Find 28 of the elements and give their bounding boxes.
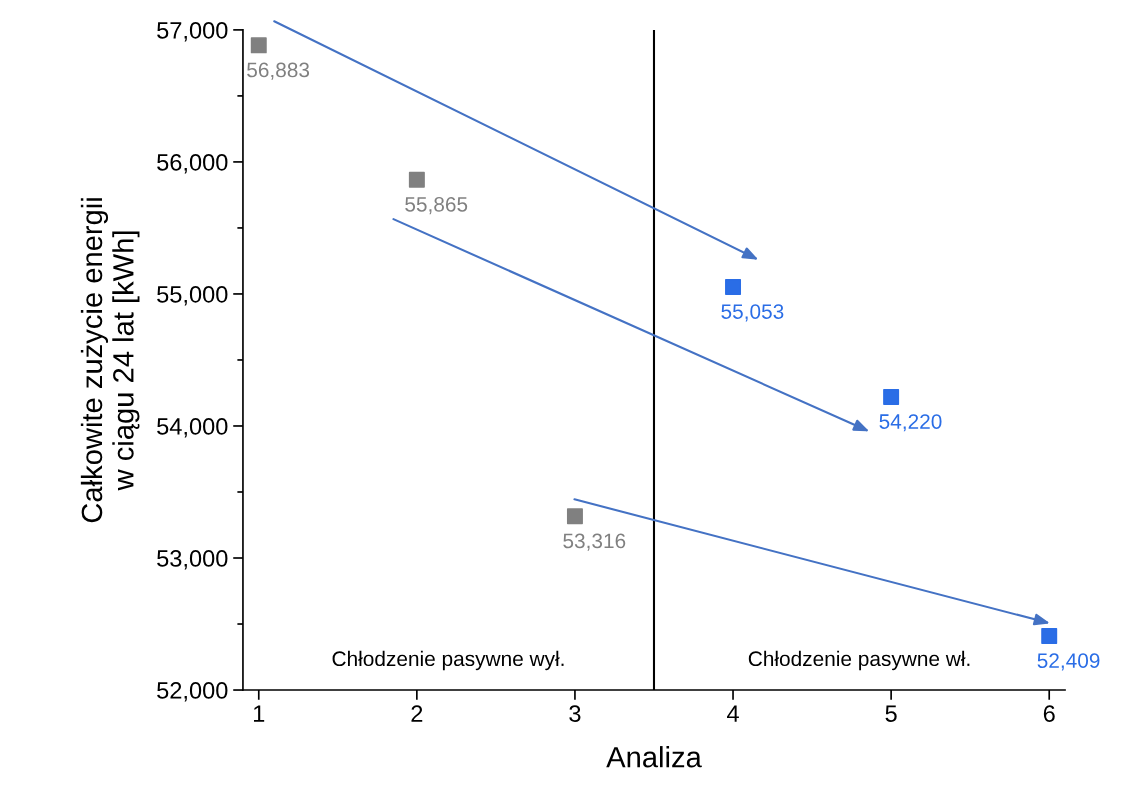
data-label: 53,316 — [563, 533, 626, 551]
y-tick-label: 57,000 — [157, 21, 228, 42]
data-label: 54,220 — [879, 414, 942, 432]
x-tick-label: 5 — [885, 705, 897, 722]
x-tick-label: 1 — [253, 705, 265, 722]
point — [566, 508, 583, 525]
y-tick-label: 53,000 — [157, 550, 228, 570]
y-tick-label: 56,000 — [157, 153, 228, 174]
x-tick-label: 2 — [411, 705, 423, 722]
data-label: 55,053 — [721, 304, 784, 322]
x-tick-label: 6 — [1043, 705, 1055, 722]
point — [883, 388, 900, 405]
point — [250, 37, 267, 54]
annotation: Chłodzenie pasywne wł. — [748, 650, 970, 671]
data-label: 52,409 — [1037, 653, 1100, 671]
x-axis-title: Analiza — [606, 746, 702, 768]
data-label: 55,865 — [405, 196, 468, 215]
y-tick-label: 54,000 — [157, 418, 228, 438]
y-tick-label: 55,000 — [157, 286, 228, 306]
data-label: 56,883 — [247, 62, 310, 80]
x-tick-label: 3 — [569, 705, 581, 722]
x-tick-label: 4 — [727, 705, 739, 722]
y-axis-title: Całkowite zużycie energii w ciągu 24 lat [kWh] — [80, 198, 140, 523]
point — [408, 171, 425, 188]
y-tick-label: 52,000 — [157, 682, 228, 702]
annotation: Chłodzenie pasywne wył. — [332, 650, 564, 671]
point — [1041, 628, 1058, 645]
point — [725, 278, 742, 295]
